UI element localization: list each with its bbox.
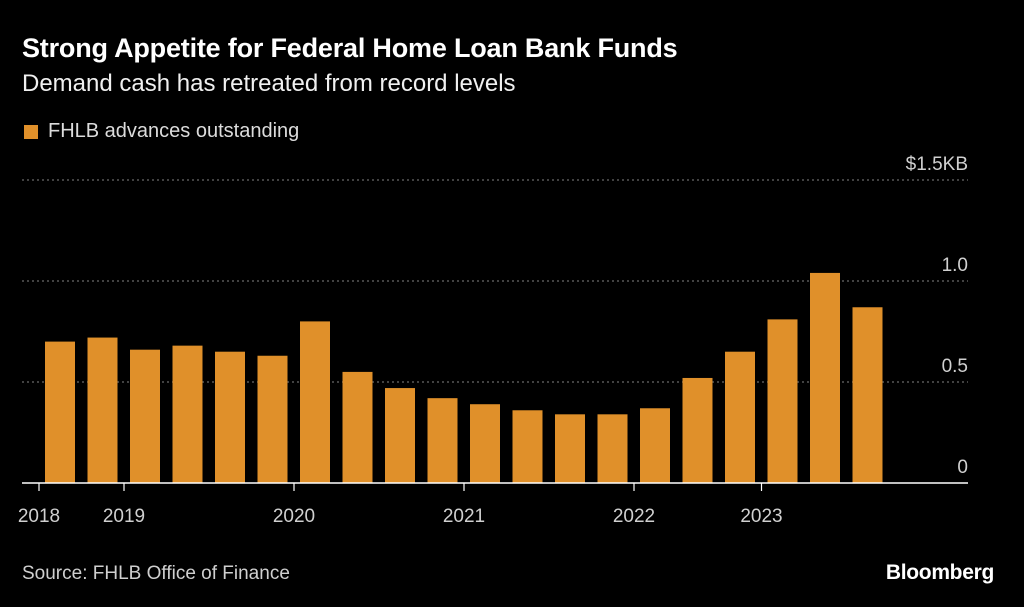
bar	[257, 355, 288, 483]
bar	[852, 307, 883, 483]
bar	[470, 404, 500, 483]
x-tick-label: 2021	[443, 506, 485, 527]
bar	[725, 351, 755, 483]
bar	[130, 349, 160, 483]
legend-swatch	[24, 124, 38, 139]
bar	[427, 398, 458, 483]
x-tick-label: 2018	[18, 506, 60, 527]
bar	[640, 408, 670, 483]
x-tick-label: 2019	[103, 506, 145, 527]
bar	[385, 388, 415, 483]
bar	[767, 319, 798, 483]
bar	[810, 272, 840, 483]
bar	[215, 351, 245, 483]
x-tick-label: 2023	[740, 506, 782, 527]
bar	[555, 414, 585, 483]
y-tick-label: 0	[957, 457, 968, 478]
chart-subtitle: Demand cash has retreated from record le…	[22, 70, 516, 97]
y-tick-label: $1.5KB	[906, 154, 968, 175]
x-tick-label: 2022	[613, 506, 655, 527]
x-tick-label: 2020	[273, 506, 315, 527]
bar	[512, 410, 543, 483]
bar	[45, 341, 75, 483]
bar	[300, 321, 330, 483]
bar	[682, 377, 713, 483]
bloomberg-logo: Bloomberg	[885, 561, 994, 584]
chart-title: Strong Appetite for Federal Home Loan Ba…	[22, 33, 678, 63]
bar	[597, 414, 628, 483]
legend-label: FHLB advances outstanding	[48, 120, 300, 142]
y-tick-label: 1.0	[942, 255, 968, 276]
legend: FHLB advances outstanding	[24, 120, 299, 143]
bar	[342, 371, 373, 483]
source-note: Source: FHLB Office of Finance	[22, 563, 290, 584]
bar	[87, 337, 118, 483]
y-tick-label: 0.5	[942, 356, 968, 377]
bar	[172, 345, 203, 483]
